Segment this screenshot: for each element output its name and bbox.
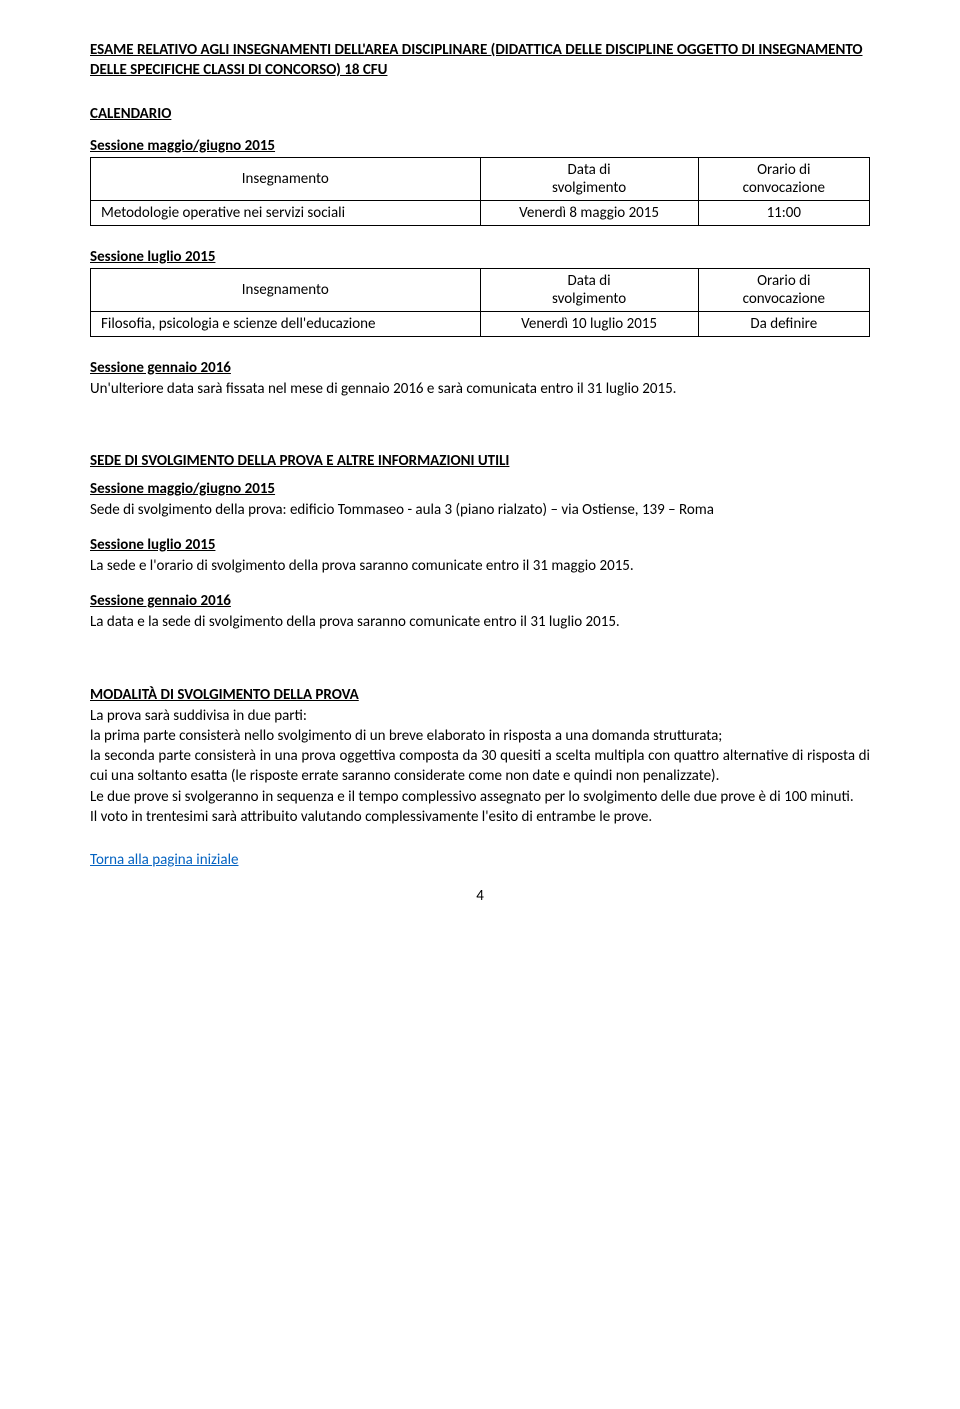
page-number: 4 xyxy=(90,887,870,905)
session2-table: Insegnamento Data di svolgimento Orario … xyxy=(90,268,870,337)
table-row: Metodologie operative nei servizi social… xyxy=(91,200,870,225)
sede-s3-block: Sessione gennaio 2016 La data e la sede … xyxy=(90,592,870,632)
col-header: Orario di convocazione xyxy=(698,268,869,311)
session2-label: Sessione luglio 2015 xyxy=(90,248,870,266)
sede-s1-text: Sede di svolgimento della prova: edifici… xyxy=(90,500,870,520)
table-row: Insegnamento Data di svolgimento Orario … xyxy=(91,157,870,200)
calendar-heading: CALENDARIO xyxy=(90,105,870,123)
session1-label: Sessione maggio/giugno 2015 xyxy=(90,137,870,155)
session3-text: Un'ulteriore data sarà fissata nel mese … xyxy=(90,379,870,399)
modalita-p4: Le due prove si svolgeranno in sequenza … xyxy=(90,787,870,807)
sede-s2-label: Sessione luglio 2015 xyxy=(90,536,870,554)
cell-insegnamento: Metodologie operative nei servizi social… xyxy=(91,200,481,225)
session1-table: Insegnamento Data di svolgimento Orario … xyxy=(90,157,870,226)
back-link[interactable]: Torna alla pagina iniziale xyxy=(90,851,238,869)
sede-s1-block: Sessione maggio/giugno 2015 Sede di svol… xyxy=(90,480,870,520)
modalita-p1: La prova sarà suddivisa in due parti: xyxy=(90,706,870,726)
page-title: ESAME RELATIVO AGLI INSEGNAMENTI DELL'AR… xyxy=(90,40,870,81)
col-header: Insegnamento xyxy=(91,268,481,311)
sede-heading: SEDE DI SVOLGIMENTO DELLA PROVA E ALTRE … xyxy=(90,452,870,470)
cell-orario: 11:00 xyxy=(698,200,869,225)
cell-orario: Da definire xyxy=(698,311,869,336)
modalita-p3: la seconda parte consisterà in una prova… xyxy=(90,746,870,787)
col-header: Data di svolgimento xyxy=(480,268,698,311)
col-header: Data di svolgimento xyxy=(480,157,698,200)
col-header: Orario di convocazione xyxy=(698,157,869,200)
session3-label: Sessione gennaio 2016 xyxy=(90,359,870,377)
cell-insegnamento: Filosofia, psicologia e scienze dell'edu… xyxy=(91,311,481,336)
page-container: ESAME RELATIVO AGLI INSEGNAMENTI DELL'AR… xyxy=(0,0,960,935)
sede-s3-label: Sessione gennaio 2016 xyxy=(90,592,870,610)
cell-data: Venerdì 8 maggio 2015 xyxy=(480,200,698,225)
sede-s1-label: Sessione maggio/giugno 2015 xyxy=(90,480,870,498)
modalita-p5: Il voto in trentesimi sarà attribuito va… xyxy=(90,807,870,827)
cell-data: Venerdì 10 luglio 2015 xyxy=(480,311,698,336)
modalita-heading: MODALITÀ DI SVOLGIMENTO DELLA PROVA xyxy=(90,686,870,704)
modalita-p2: la prima parte consisterà nello svolgime… xyxy=(90,726,870,746)
table-row: Insegnamento Data di svolgimento Orario … xyxy=(91,268,870,311)
sede-s3-text: La data e la sede di svolgimento della p… xyxy=(90,612,870,632)
table-row: Filosofia, psicologia e scienze dell'edu… xyxy=(91,311,870,336)
session3-block: Sessione gennaio 2016 Un'ulteriore data … xyxy=(90,359,870,399)
col-header: Insegnamento xyxy=(91,157,481,200)
sede-s2-block: Sessione luglio 2015 La sede e l'orario … xyxy=(90,536,870,576)
sede-s2-text: La sede e l'orario di svolgimento della … xyxy=(90,556,870,576)
